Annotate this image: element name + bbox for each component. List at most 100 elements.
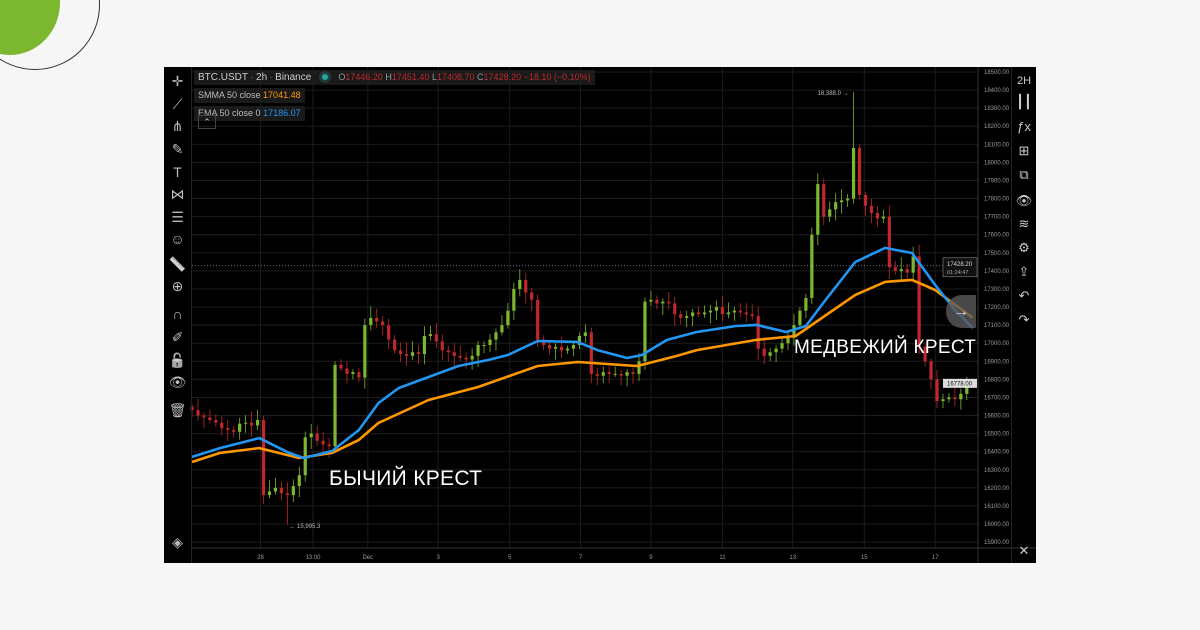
time-tick: 5 <box>508 555 512 561</box>
candle-body <box>899 269 903 271</box>
price-tick: 18200.00 <box>984 124 1010 130</box>
fork-icon[interactable]: ⋔ <box>171 118 184 134</box>
candle-body <box>780 343 784 349</box>
market-status-dot <box>321 74 328 80</box>
price-chart[interactable]: 15900.00 16000.00 16100.00 16200.00 16300.00… <box>164 67 1036 563</box>
text-icon[interactable]: T <box>173 164 182 180</box>
symbol[interactable]: BTC.USDT <box>198 72 248 83</box>
candle-body <box>214 420 218 423</box>
candle-body <box>643 301 647 362</box>
candle-body <box>947 397 951 400</box>
high-value: 17451.40 <box>391 72 430 82</box>
ruler-icon[interactable]: 📏 <box>168 256 187 272</box>
bear-cross-label: МЕДВЕЖИЙ КРЕСТ <box>794 337 977 358</box>
candle-body <box>720 307 725 315</box>
compare-icon[interactable]: ⧉ <box>1019 167 1029 182</box>
candle-body <box>965 383 969 394</box>
emoji-icon[interactable]: ☺ <box>170 231 185 247</box>
indicator-ema[interactable]: EMA 50 close 0 17186.07 <box>194 106 305 121</box>
crosshair-icon[interactable]: ✛ <box>171 73 184 89</box>
candle-body <box>351 372 355 374</box>
candle-body <box>464 357 468 360</box>
close-icon[interactable]: ✕ <box>1018 543 1030 558</box>
candle-body <box>279 487 283 494</box>
candle-body <box>416 352 421 355</box>
price-tick: 16700.00 <box>984 395 1010 401</box>
decorative-ring <box>0 0 100 70</box>
trash-icon[interactable]: 🗑 <box>168 402 187 418</box>
unlock-icon[interactable]: 🔓 <box>168 352 187 368</box>
price-tick: 17200.00 <box>984 305 1010 311</box>
candle-body <box>327 444 331 447</box>
current-price-value: 16778.00 <box>947 381 973 387</box>
candle-body <box>595 373 599 376</box>
share-icon[interactable]: ⇪ <box>1018 264 1030 279</box>
exchange: Binance <box>275 72 312 83</box>
candle-body <box>333 364 337 447</box>
undo-icon[interactable]: ↶ <box>1018 288 1030 303</box>
candle-body <box>959 393 963 400</box>
redo-icon[interactable]: ↷ <box>1018 312 1030 327</box>
candle-body <box>851 147 856 199</box>
candle-body <box>911 256 915 273</box>
eye-icon[interactable]: 👁 <box>1015 193 1033 208</box>
candle-body <box>732 310 736 313</box>
candle-body <box>655 299 659 304</box>
pattern-icon[interactable]: ⋈ <box>170 186 185 202</box>
smma-label: SMMA 50 close <box>198 90 261 100</box>
measure-lines-icon[interactable]: ☰ <box>171 209 184 225</box>
candle-body <box>822 184 826 217</box>
candle-body <box>786 337 790 344</box>
candle-body <box>309 433 313 438</box>
magnet-icon[interactable]: ∩ <box>172 306 183 322</box>
brush-icon[interactable]: ✎ <box>171 141 184 157</box>
candle-body <box>810 234 814 298</box>
eye-icon[interactable]: 👁 <box>168 374 187 390</box>
ema-label: EMA 50 close 0 <box>198 108 261 118</box>
candle-body <box>244 422 248 424</box>
chevron-up-icon[interactable]: ⌃ <box>198 115 216 129</box>
layers-icon[interactable]: ◈ <box>172 534 183 550</box>
close-value: 17428.20 <box>483 72 522 82</box>
layers-icon[interactable]: ≋ <box>1018 216 1030 231</box>
candle-body <box>869 205 874 214</box>
candle-body <box>285 493 289 496</box>
price-tick: 18300.00 <box>984 106 1010 112</box>
zoom-in-icon[interactable]: ⊕ <box>171 278 184 294</box>
time-tick: 17 <box>932 555 939 561</box>
candle-body <box>828 209 832 217</box>
candle-body <box>357 372 361 378</box>
smma-value: 17041.48 <box>263 90 301 100</box>
trendline-icon[interactable]: ⟋ <box>172 96 183 112</box>
left-toolbar: ✛ ⟋ ⋔ ✎ T ⋈ ☰ ☺ 📏 ⊕ ∩ ✐ 🔓 👁 🗑 ◈ <box>164 67 192 563</box>
candle-body <box>750 314 754 317</box>
high-annotation: 18,388.0 → <box>818 91 849 97</box>
gear-icon[interactable]: ⚙ <box>1018 240 1030 255</box>
candle-body <box>559 346 564 351</box>
candle-body <box>434 334 438 342</box>
candle-body <box>798 310 802 326</box>
candle-body <box>452 352 456 356</box>
scroll-right-button[interactable]: → <box>946 295 976 328</box>
candle-body <box>399 350 403 355</box>
candle-body <box>935 379 939 402</box>
crosshair-box-icon[interactable]: ⊞ <box>1018 143 1030 158</box>
interval-button[interactable]: 2H <box>1016 75 1032 87</box>
candle-body <box>548 345 552 349</box>
candle-body <box>220 422 224 429</box>
candle-body <box>530 292 534 300</box>
fx-icon[interactable]: ƒx <box>1017 119 1031 134</box>
price-tick: 17600.00 <box>984 233 1010 239</box>
candle-body <box>768 352 772 356</box>
candle-body <box>512 288 516 311</box>
candles-icon[interactable]: ┃┃ <box>1016 94 1032 109</box>
candle-body <box>708 310 713 313</box>
candle-body <box>208 417 212 421</box>
right-toolbar: 2H ┃┃ ƒx ⊞ ⧉ 👁 ≋ ⚙ ⇪ ↶ ↷ ✕ <box>1011 67 1036 563</box>
lock-pencil-icon[interactable]: ✐ <box>171 329 184 345</box>
candle-body <box>369 317 373 326</box>
ema-line <box>191 246 974 460</box>
indicator-smma[interactable]: SMMA 50 close 17041.48 <box>194 88 305 103</box>
candle-body <box>816 184 820 235</box>
candle-body <box>792 325 796 338</box>
